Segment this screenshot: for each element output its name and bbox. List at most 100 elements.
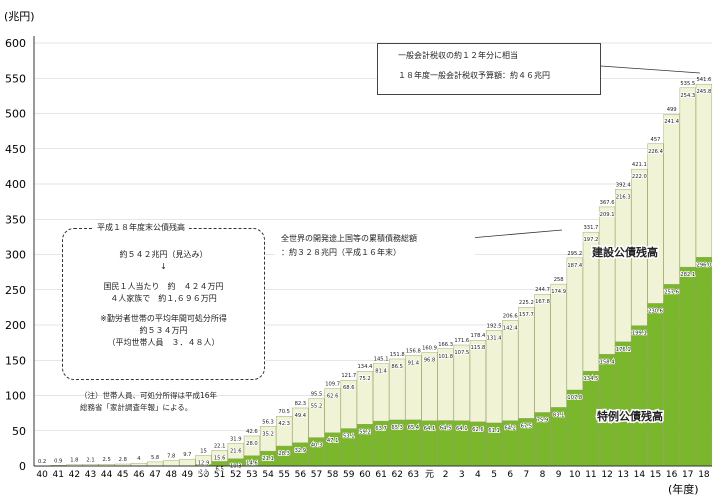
bar-special-51 — [211, 461, 228, 467]
total-label-55: 70.5 — [278, 409, 290, 415]
special-label-6: 64.2 — [504, 426, 516, 432]
total-label-49: 9.7 — [183, 452, 191, 458]
debt-per-person: 国民１人当たり 約 ４２４万円 — [103, 282, 224, 291]
bar-special-56 — [292, 442, 309, 467]
x-tick-label: 60 — [359, 470, 371, 480]
construction-label-62: 86.5 — [391, 364, 403, 370]
series-label-construction: 建設公債残高 — [592, 245, 658, 259]
x-tick-label: 59 — [343, 470, 355, 480]
x-tick-label: 13 — [617, 470, 628, 480]
construction-label-54: 35.2 — [262, 431, 274, 437]
construction-label-5: 131.4 — [487, 335, 503, 341]
total-label-59: 121.7 — [341, 373, 356, 379]
total-label-元: 160.9 — [422, 346, 437, 352]
total-label-53: 42.6 — [246, 429, 258, 435]
bar-special-17 — [679, 266, 696, 467]
bar-construction-55 — [276, 416, 293, 447]
total-label-5: 192.5 — [487, 323, 502, 329]
x-tick-label: 55 — [278, 470, 289, 480]
bar-special-10 — [566, 389, 583, 467]
x-tick-label: 56 — [295, 470, 307, 480]
construction-label-56: 49.4 — [295, 413, 307, 419]
special-label-51: 6.5 — [216, 466, 224, 472]
total-label-40: 0.2 — [38, 459, 46, 465]
total-label-46: 4 — [137, 456, 141, 462]
total-label-2: 166.3 — [438, 342, 453, 348]
special-label-18: 296.0 — [696, 262, 711, 268]
construction-label-52: 21.6 — [230, 449, 242, 455]
x-tick-label: 47 — [149, 470, 160, 480]
special-label-13: 176.1 — [616, 347, 631, 353]
value-labels: 0.2 0.9 1.8 2.1 2.5 2.8 4 5.8 7.8 9.7 15 12.9 2.1 22.… — [38, 77, 712, 476]
x-tick-label: 44 — [101, 470, 113, 480]
special-label-5: 61.1 — [488, 428, 500, 434]
debt-summary-arrow: ↓ — [160, 262, 167, 271]
construction-label-元: 96.8 — [424, 358, 436, 364]
bar-construction-11 — [582, 231, 600, 372]
special-label-4: 62.6 — [472, 427, 484, 433]
y-axis-ticks: 0 50 100 150 200 250 300 350 400 450 500 550 600 — [5, 37, 26, 473]
total-label-7: 225.2 — [519, 300, 534, 306]
developing-debt-line2: ：約３２８兆円（平成１６年末） — [281, 248, 401, 257]
x-tick-label: 63 — [408, 470, 419, 480]
total-label-18: 541.6 — [696, 77, 711, 83]
bar-construction-元 — [421, 352, 438, 422]
x-tick-label: 54 — [262, 470, 274, 480]
bar-construction-54 — [259, 426, 277, 452]
bar-construction-17 — [679, 87, 696, 268]
special-label-52: 10.3 — [230, 464, 242, 470]
total-label-4: 178.4 — [470, 333, 486, 339]
construction-label-18: 245.8 — [696, 89, 711, 95]
bar-special-13 — [615, 341, 632, 467]
construction-label-12: 209.1 — [600, 212, 615, 218]
bar-special-15 — [647, 303, 664, 467]
total-label-48: 7.8 — [167, 454, 175, 460]
bar-construction-13 — [615, 189, 632, 343]
income-value: 約５３４万円 — [139, 326, 188, 335]
callout-top-pointer — [600, 65, 701, 74]
y-tick-label: 400 — [5, 178, 26, 191]
x-tick-label: 15 — [650, 470, 661, 480]
special-label-15: 230.6 — [648, 308, 663, 314]
y-unit-label: (兆円) — [4, 10, 35, 23]
construction-label-15: 226.4 — [648, 149, 664, 155]
total-label-60: 134.4 — [357, 364, 373, 370]
x-tick-label: 16 — [666, 470, 678, 480]
bar-construction-53 — [243, 435, 261, 456]
bar-construction-63 — [405, 355, 422, 421]
y-tick-label: 200 — [5, 319, 26, 332]
debt-summary-total: 約５４２兆円（見込み） — [119, 250, 208, 259]
special-label-7: 67.5 — [521, 423, 533, 429]
y-tick-label: 350 — [5, 213, 26, 226]
x-tick-label: 18 — [698, 470, 710, 480]
x-tick-label: 2 — [443, 470, 449, 480]
x-tick-label: 7 — [523, 470, 529, 480]
special-label-3: 64.1 — [456, 426, 468, 432]
construction-label-50: 12.9 — [198, 460, 210, 466]
y-tick-label: 0 — [19, 460, 26, 473]
total-label-3: 171.6 — [454, 338, 469, 344]
x-tick-label: 41 — [52, 470, 63, 480]
x-tick-label: 61 — [375, 470, 386, 480]
bar-construction-15 — [647, 143, 664, 304]
x-tick-label: 4 — [475, 470, 481, 480]
construction-label-17: 254.3 — [680, 93, 695, 99]
construction-label-9: 174.9 — [551, 289, 566, 295]
construction-label-61: 81.4 — [375, 369, 387, 375]
bar-construction-12 — [598, 206, 616, 355]
special-label-2: 64.5 — [440, 426, 452, 432]
special-label-55: 28.3 — [278, 451, 290, 457]
construction-label-3: 107.5 — [454, 350, 469, 356]
x-tick-label: 46 — [133, 470, 145, 480]
y-tick-label: 600 — [5, 37, 26, 50]
x-tick-label: 40 — [36, 470, 48, 480]
total-label-54: 56.3 — [262, 419, 274, 425]
construction-label-63: 91.4 — [408, 360, 420, 366]
bar-construction-49 — [179, 458, 196, 467]
total-label-11: 331.7 — [583, 225, 598, 231]
bar-construction-6 — [502, 320, 519, 421]
bar-construction-16 — [663, 114, 680, 285]
total-label-8: 244.7 — [535, 287, 550, 293]
construction-label-2: 101.8 — [438, 354, 453, 360]
callout-mid-pointer — [469, 229, 563, 239]
